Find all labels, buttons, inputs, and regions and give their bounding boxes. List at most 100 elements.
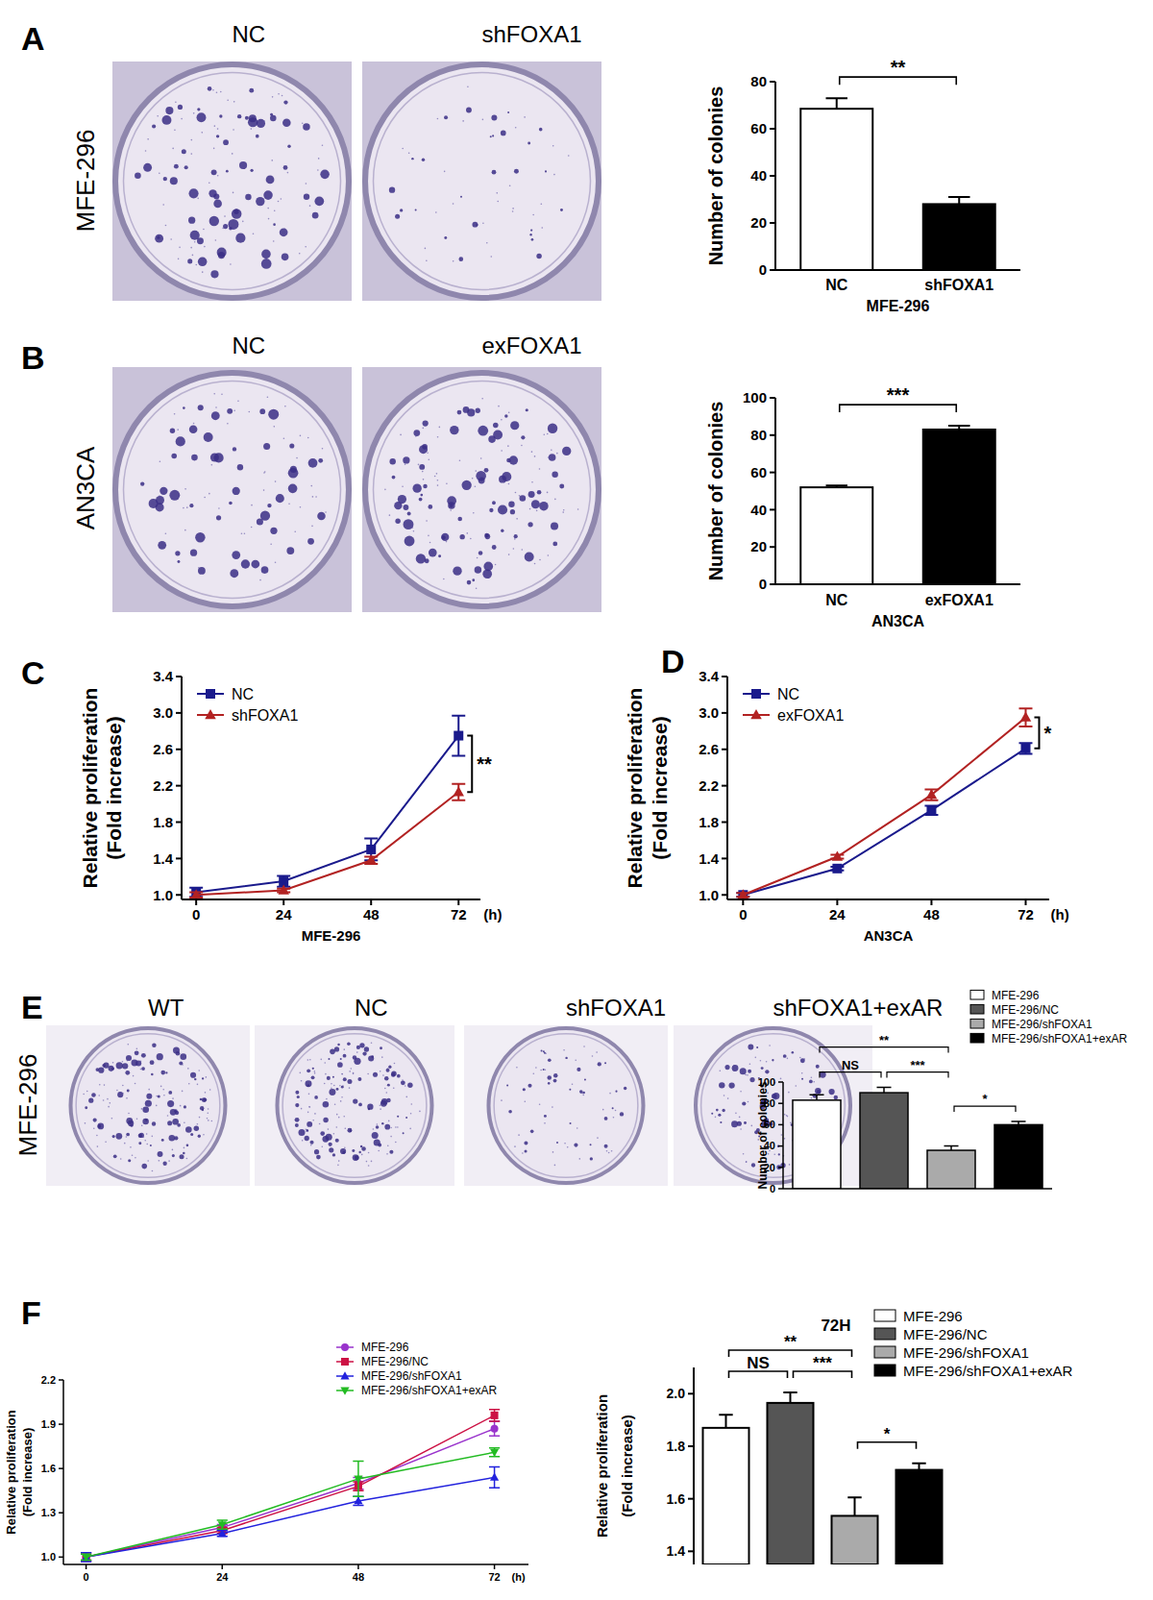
colony (320, 1145, 323, 1148)
error-bar (489, 1447, 500, 1457)
colony (294, 530, 296, 533)
colony (249, 127, 252, 130)
colony (547, 554, 550, 557)
colony (524, 1150, 528, 1153)
panel-letter: F (21, 1294, 42, 1331)
colony (108, 1065, 115, 1072)
colony (546, 491, 549, 494)
colony (530, 1129, 535, 1134)
colony (812, 1080, 815, 1083)
colony (478, 477, 481, 480)
colony (727, 1097, 730, 1100)
colony (232, 128, 235, 131)
colony (261, 249, 271, 260)
significance-bracket (858, 1442, 917, 1449)
significance-label: ** (784, 1332, 798, 1351)
legend-marker (751, 688, 761, 699)
colony (197, 404, 204, 411)
colony (392, 475, 396, 480)
y-tick (769, 174, 776, 177)
colony (379, 1103, 382, 1106)
colony (216, 515, 221, 520)
bar (792, 1100, 841, 1189)
x-axis (783, 1187, 1053, 1190)
colony (623, 1086, 627, 1090)
colony (269, 115, 277, 123)
colony (332, 1076, 335, 1079)
colony (394, 214, 400, 220)
colony (367, 1073, 369, 1076)
colony (546, 1075, 552, 1080)
colony (202, 1098, 207, 1103)
colony (393, 1062, 396, 1065)
colony (404, 463, 407, 466)
colony (721, 1108, 725, 1112)
colony (266, 175, 275, 185)
colony (307, 1058, 310, 1061)
tick-label: 1.0 (152, 886, 173, 904)
colony (189, 503, 194, 508)
colony (267, 395, 270, 398)
colony (196, 1083, 199, 1086)
colony (412, 526, 415, 529)
colony (210, 452, 220, 462)
colony (177, 104, 183, 110)
colony (339, 1084, 342, 1087)
colony (326, 1076, 331, 1080)
colony (282, 118, 292, 127)
y-tick (769, 269, 776, 271)
colony (544, 1052, 547, 1055)
colony (286, 546, 295, 555)
y-tick (721, 785, 728, 787)
tick-label: 48 (363, 906, 380, 923)
colony (342, 1151, 345, 1154)
colony (441, 535, 445, 540)
bar (800, 487, 873, 585)
colony (140, 481, 145, 486)
colony (619, 1111, 624, 1116)
series-line (86, 1415, 495, 1557)
tick-label: 80 (750, 426, 767, 443)
colony (227, 219, 239, 230)
legend-label: NC (231, 686, 254, 703)
colony (471, 477, 474, 480)
colony (401, 1079, 404, 1081)
point (81, 1553, 91, 1562)
colony (226, 99, 229, 102)
colony (582, 1094, 585, 1097)
legend-label: MFE-296/NC (903, 1325, 988, 1343)
colony (211, 1120, 214, 1123)
colony (581, 1092, 584, 1095)
colony (181, 148, 187, 154)
colony (261, 258, 272, 270)
colony (491, 500, 496, 505)
colony (84, 1122, 87, 1125)
colony (527, 1083, 532, 1088)
colony (602, 1108, 605, 1111)
colony (157, 1151, 164, 1157)
colony (551, 471, 558, 478)
colony (571, 1082, 574, 1085)
colony (736, 1121, 742, 1127)
tick-label: 2.2 (41, 1373, 56, 1386)
tick-label: 1.0 (41, 1550, 56, 1563)
colony (459, 534, 465, 540)
colony (147, 1088, 150, 1091)
colony (523, 1141, 528, 1146)
colony (102, 1099, 105, 1102)
legend-label: MFE-296/shFOXA1+exAR (903, 1362, 1073, 1379)
colony (151, 123, 156, 128)
colony (550, 448, 553, 451)
y-axis (782, 1081, 785, 1189)
colony (747, 1101, 750, 1104)
colony (294, 1090, 299, 1095)
colony (252, 232, 255, 235)
colony (145, 1118, 148, 1121)
colony (328, 1142, 333, 1147)
colony (407, 1082, 413, 1088)
colony (407, 511, 412, 516)
plot-area (703, 1392, 943, 1565)
x-tick (357, 1564, 360, 1570)
colony (340, 1148, 346, 1154)
colony (116, 1061, 123, 1069)
